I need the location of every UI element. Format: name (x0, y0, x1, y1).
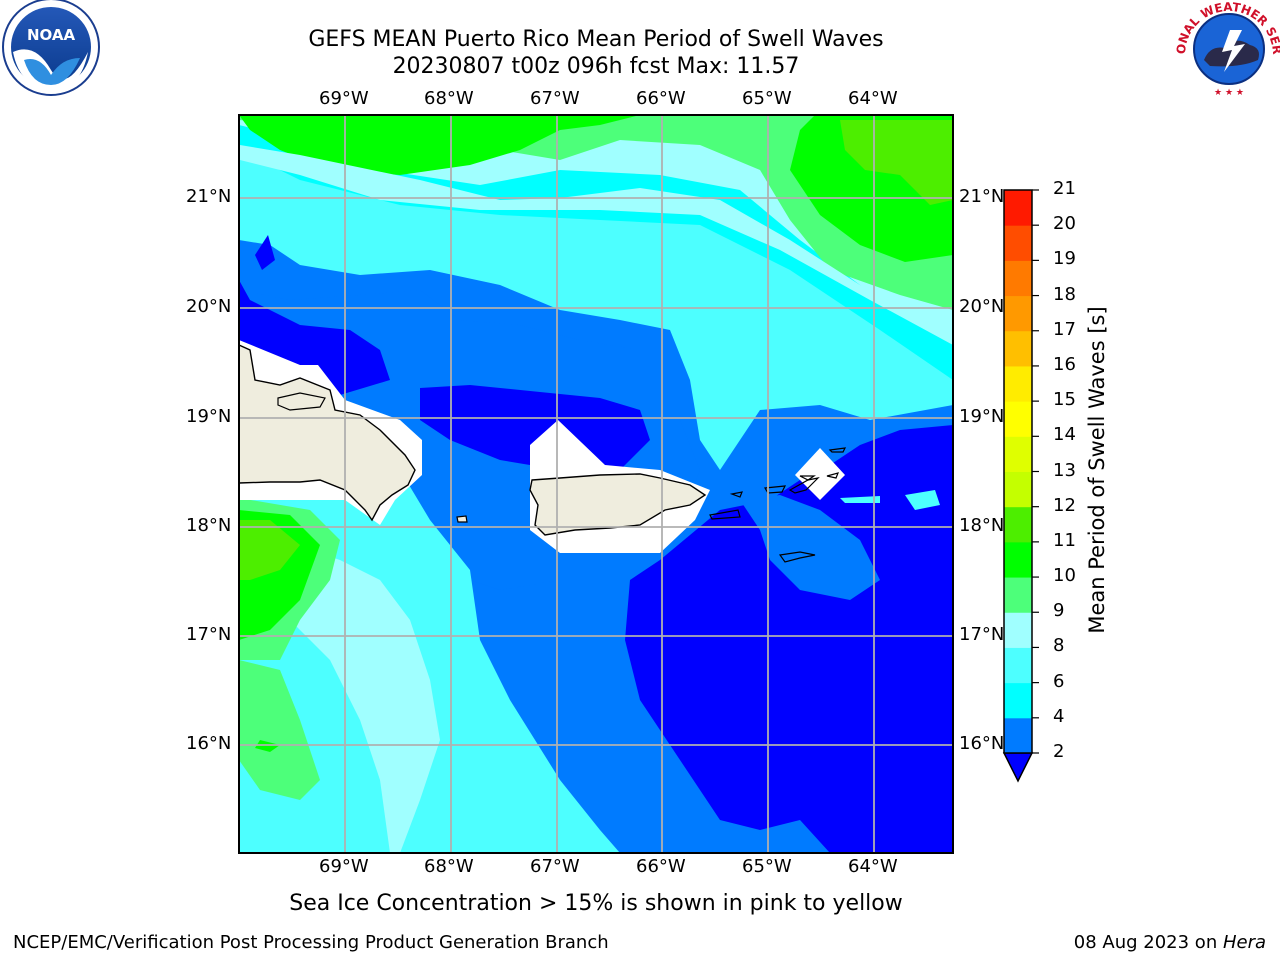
chart-subtitle: 20230807 t00z 096h fcst Max: 11.57 (392, 54, 800, 79)
colorbar-swatch (1004, 647, 1032, 684)
colorbar-swatch (1004, 295, 1032, 332)
colorbar-tick-label: 19 (1053, 248, 1076, 270)
lon-label-bottom: 65°W (742, 856, 792, 877)
swell-period-contours (239, 115, 953, 853)
colorbar-swatch (1004, 682, 1032, 719)
lon-label-bottom: 66°W (636, 856, 686, 877)
lat-label-right: 20°N (959, 296, 1005, 317)
lon-label-top: 64°W (848, 88, 898, 109)
colorbar-tick-label: 9 (1053, 600, 1065, 622)
colorbar-swatch (1004, 436, 1032, 472)
sea-ice-note: Sea Ice Concentration > 15% is shown in … (289, 891, 903, 916)
colorbar-swatch (1004, 612, 1032, 648)
lat-label-left: 17°N (186, 624, 232, 645)
colorbar-swatch (1004, 401, 1032, 437)
colorbar-tick-label: 17 (1053, 318, 1076, 340)
lon-label-top: 66°W (636, 88, 686, 109)
colorbar-swatch (1004, 541, 1032, 578)
colorbar-tick-label: 20 (1053, 213, 1076, 235)
colorbar-tick-label: 18 (1053, 283, 1076, 305)
lon-label-top: 68°W (424, 88, 474, 109)
colorbar-tick-label: 12 (1053, 494, 1076, 516)
colorbar-tick-label: 8 (1053, 635, 1065, 657)
colorbar-tick-label: 10 (1053, 565, 1076, 587)
colorbar-swatch (1004, 471, 1032, 508)
lat-label-right: 19°N (959, 406, 1005, 427)
footer-host: Hera (1222, 932, 1266, 953)
colorbar-tick-label: 13 (1053, 459, 1076, 481)
lon-label-top: 67°W (530, 88, 580, 109)
lon-label-bottom: 67°W (530, 856, 580, 877)
lat-label-right: 18°N (959, 515, 1005, 536)
colorbar-tick-label: 16 (1053, 353, 1076, 375)
colorbar-tick-label: 14 (1053, 424, 1076, 446)
lat-label-left: 21°N (186, 186, 232, 207)
lat-label-right: 21°N (959, 186, 1005, 207)
lon-label-bottom: 68°W (424, 856, 474, 877)
colorbar-label: Mean Period of Swell Waves [s] (1085, 306, 1109, 634)
colorbar-swatch (1004, 577, 1032, 613)
colorbar-swatch (1004, 225, 1032, 261)
colorbar-swatch (1004, 506, 1032, 543)
colorbar-swatch (1004, 365, 1032, 402)
noaa-logo-icon: NOAA (2, 0, 100, 96)
footer-credit: NCEP/EMC/Verification Post Processing Pr… (13, 932, 609, 953)
map-frame (238, 114, 954, 854)
colorbar-swatch (1004, 717, 1032, 754)
colorbar-swatch (1004, 260, 1032, 297)
lon-label-top: 65°W (742, 88, 792, 109)
lat-label-right: 17°N (959, 624, 1005, 645)
lon-label-bottom: 64°W (848, 856, 898, 877)
colorbar-tick-label: 11 (1053, 529, 1076, 551)
lat-label-right: 16°N (959, 733, 1005, 754)
colorbar-tick-label: 2 (1053, 741, 1065, 762)
colorbar-swatch (1004, 190, 1032, 226)
svg-text:★ ★ ★: ★ ★ ★ (1214, 88, 1244, 98)
colorbar-tick-label: 6 (1053, 670, 1065, 692)
lat-label-left: 19°N (186, 406, 232, 427)
footer-date: 08 Aug 2023 on Hera (1074, 932, 1266, 953)
colorbar-tick-label: 15 (1053, 389, 1076, 411)
colorbar-tick-label: 4 (1053, 705, 1065, 727)
colorbar-tick-label: 21 (1053, 178, 1076, 199)
lat-label-left: 20°N (186, 296, 232, 317)
lon-label-bottom: 69°W (319, 856, 369, 877)
chart-title: GEFS MEAN Puerto Rico Mean Period of Swe… (308, 27, 884, 52)
noaa-logo-text: NOAA (27, 26, 76, 44)
footer-date-text: 08 Aug 2023 on (1073, 932, 1223, 953)
colorbar-under-arrow (1002, 752, 1034, 783)
lat-label-left: 16°N (186, 733, 232, 754)
lat-label-left: 18°N (186, 515, 232, 536)
colorbar-swatch (1004, 330, 1032, 367)
lon-label-top: 69°W (319, 88, 369, 109)
